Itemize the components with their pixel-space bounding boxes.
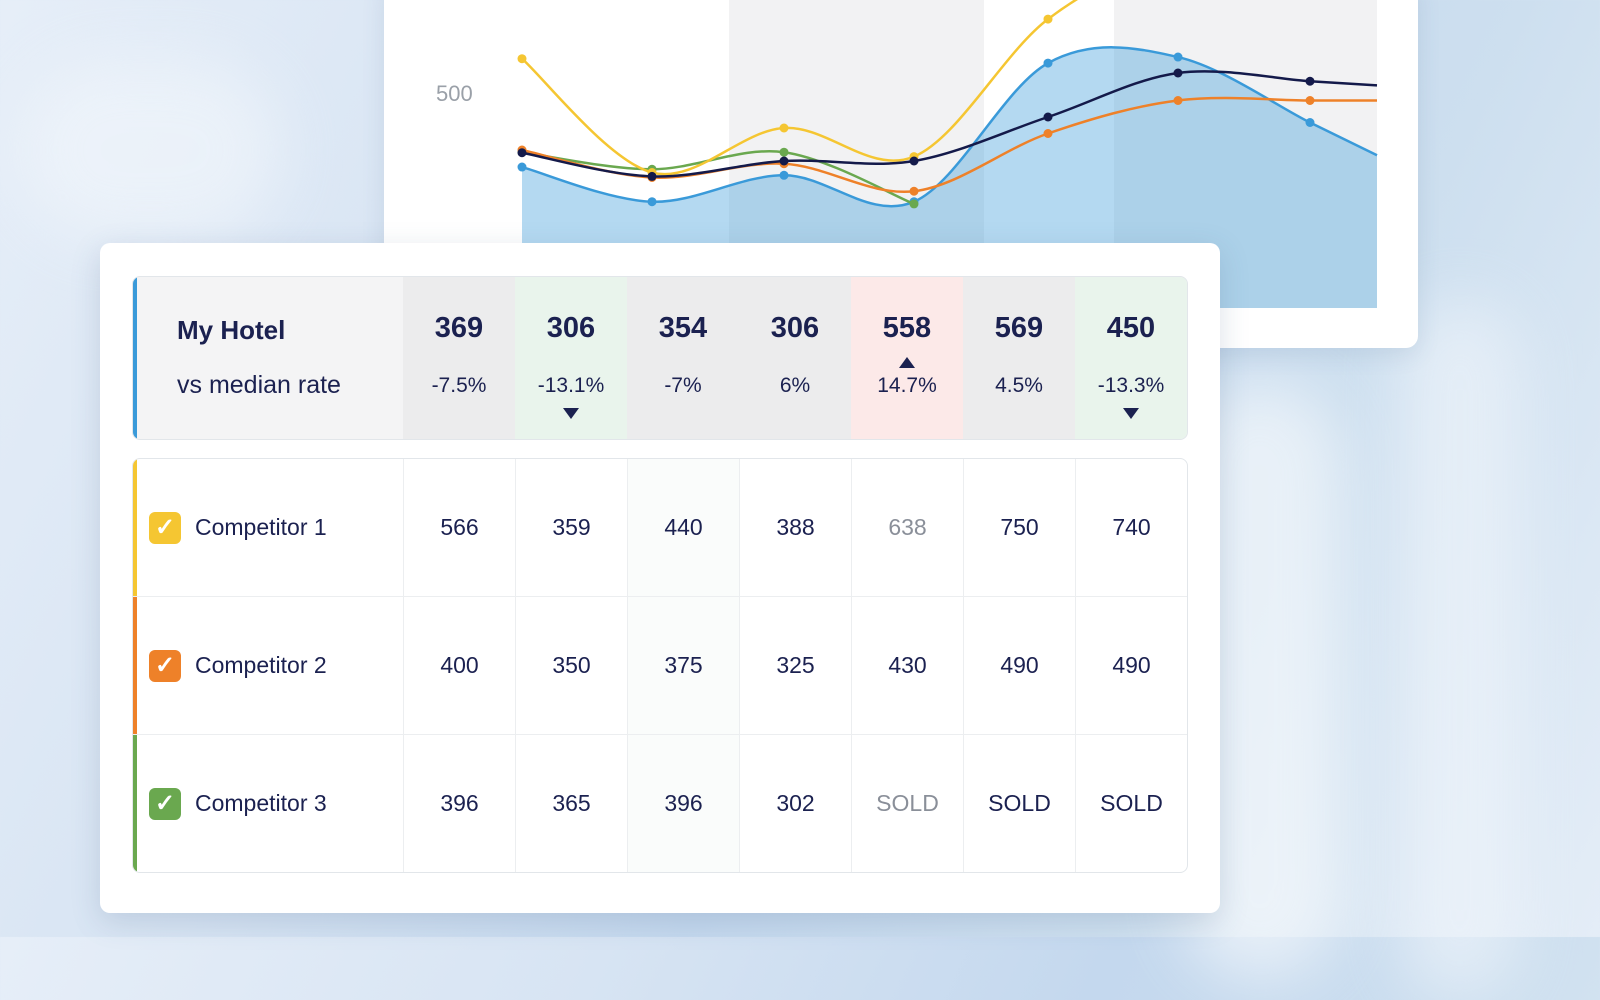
- competitor-label: ✓ Competitor 2: [133, 597, 403, 734]
- data-point-my_hotel: [1043, 58, 1053, 68]
- data-point-median: [1043, 112, 1053, 122]
- competitor-rate-cell: 440: [627, 459, 739, 596]
- competitor-name: Competitor 3: [195, 789, 327, 816]
- my-hotel-cell: 306 -13.1%: [515, 277, 627, 439]
- competitor-rate-cell: 490: [1075, 597, 1187, 734]
- data-point-competitor_3: [779, 147, 789, 157]
- vs-median-percent: -13.1%: [537, 374, 605, 397]
- competitor-rate-cell: 396: [403, 735, 515, 872]
- data-point-median: [1173, 68, 1183, 78]
- competitor-rate-cell: SOLD: [851, 735, 963, 872]
- competitor-color-stripe: [133, 597, 137, 734]
- my-hotel-row: My Hotel vs median rate 369 -7.5% 306 -13.1…: [132, 276, 1188, 440]
- competitor-rate-cell: SOLD: [963, 735, 1075, 872]
- competitor-rate-cell: 740: [1075, 459, 1187, 596]
- competitor-label: ✓ Competitor 1: [133, 459, 403, 596]
- data-point-competitor_2: [909, 186, 919, 196]
- data-point-my_hotel: [517, 162, 527, 172]
- competitor-row: ✓ Competitor 2 400 350 375 325 430 490 490: [133, 597, 1187, 735]
- arrow-up-icon: [899, 357, 915, 368]
- data-point-median: [647, 171, 657, 181]
- data-point-competitor_1: [1043, 14, 1053, 24]
- competitor-rate-cell: 350: [515, 597, 627, 734]
- data-point-my_hotel: [647, 197, 657, 207]
- competitor-rate-cell: 430: [851, 597, 963, 734]
- vs-median-percent: -7.5%: [431, 374, 487, 397]
- y-tick-label: 500: [436, 81, 473, 106]
- my-hotel-rate: 306: [546, 312, 596, 344]
- competitor-rate-cell: 375: [627, 597, 739, 734]
- series-line-competitor_3: [521, 150, 915, 206]
- data-point-median: [909, 156, 919, 166]
- background-streak: [1400, 300, 1520, 1000]
- competitor-row: ✓ Competitor 1 566 359 440 388 638 750 740: [133, 459, 1187, 597]
- my-hotel-area: [522, 47, 1377, 308]
- my-hotel-cell: 369 -7.5%: [403, 277, 515, 439]
- vs-median-percent: 14.7%: [877, 374, 937, 397]
- background-streak: [20, 60, 280, 240]
- competitor-rate-cell: 400: [403, 597, 515, 734]
- competitor-rate-cell: 325: [739, 597, 851, 734]
- vs-median-percent: 6%: [779, 374, 811, 397]
- data-point-competitor_1: [517, 54, 527, 64]
- arrow-down-icon: [1123, 408, 1139, 419]
- my-hotel-rate: 354: [658, 312, 708, 344]
- my-hotel-rate: 569: [994, 312, 1044, 344]
- competitor-name: Competitor 1: [195, 513, 327, 540]
- competitor-checkbox[interactable]: ✓: [149, 787, 181, 820]
- competitor-color-stripe: [133, 735, 137, 872]
- my-hotel-name: My Hotel: [177, 315, 286, 345]
- my-hotel-label: My Hotel vs median rate: [133, 277, 403, 439]
- data-point-my_hotel: [1173, 52, 1183, 62]
- competitor-name: Competitor 2: [195, 651, 327, 678]
- competitors-table: ✓ Competitor 1 566 359 440 388 638 750 740 ✓ Compe…: [132, 458, 1188, 873]
- my-hotel-rate: 558: [882, 312, 932, 344]
- series-line-median: [521, 70, 1378, 178]
- competitor-rate-cell: 750: [963, 459, 1075, 596]
- my-hotel-rate: 450: [1106, 312, 1156, 344]
- competitor-color-stripe: [133, 459, 137, 596]
- data-point-my_hotel: [1305, 118, 1315, 127]
- competitor-rate-cell: 365: [515, 735, 627, 872]
- my-hotel-rate: 306: [770, 312, 820, 344]
- rate-chart-card: 500: [384, 0, 1418, 348]
- my-hotel-color-stripe: [133, 277, 137, 439]
- data-point-competitor_2: [1043, 129, 1053, 138]
- arrow-down-icon: [563, 408, 579, 419]
- competitor-rate-cell: 638: [851, 459, 963, 596]
- competitor-rate-cell: 566: [403, 459, 515, 596]
- competitor-checkbox[interactable]: ✓: [149, 649, 181, 682]
- my-hotel-cell: 450 -13.3%: [1075, 277, 1187, 439]
- my-hotel-rate: 369: [434, 312, 484, 344]
- my-hotel-cells: 369 -7.5% 306 -13.1% 354 -7% 306 6% 558 14.7% 569 4…: [403, 277, 1187, 439]
- rate-table-card: My Hotel vs median rate 369 -7.5% 306 -13.1…: [100, 243, 1220, 913]
- data-point-competitor_1: [779, 123, 789, 133]
- vs-median-percent: -13.3%: [1097, 374, 1165, 397]
- competitor-rate-cell: 302: [739, 735, 851, 872]
- competitor-label: ✓ Competitor 3: [133, 735, 403, 872]
- competitor-rate-cell: 490: [963, 597, 1075, 734]
- data-point-median: [779, 156, 789, 166]
- data-point-competitor_2: [1305, 96, 1315, 105]
- competitor-rate-cell: 396: [627, 735, 739, 872]
- data-point-my_hotel: [779, 170, 789, 180]
- data-point-competitor_2: [1173, 96, 1183, 105]
- competitor-rate-cell: 388: [739, 459, 851, 596]
- competitor-row: ✓ Competitor 3 396 365 396 302 SOLD SOLD SOLD: [133, 735, 1187, 872]
- vs-median-rate-label: vs median rate: [177, 371, 341, 399]
- my-hotel-cell: 558 14.7%: [851, 277, 963, 439]
- my-hotel-cell: 354 -7%: [627, 277, 739, 439]
- my-hotel-cell: 569 4.5%: [963, 277, 1075, 439]
- data-point-median: [1305, 76, 1315, 86]
- data-point-median: [517, 148, 527, 158]
- data-point-competitor_3: [909, 199, 919, 209]
- competitor-rate-cell: SOLD: [1075, 735, 1187, 872]
- my-hotel-cell: 306 6%: [739, 277, 851, 439]
- vs-median-percent: 4.5%: [995, 374, 1043, 397]
- competitor-checkbox[interactable]: ✓: [149, 511, 181, 544]
- competitor-rate-cell: 359: [515, 459, 627, 596]
- vs-median-percent: -7%: [664, 374, 702, 397]
